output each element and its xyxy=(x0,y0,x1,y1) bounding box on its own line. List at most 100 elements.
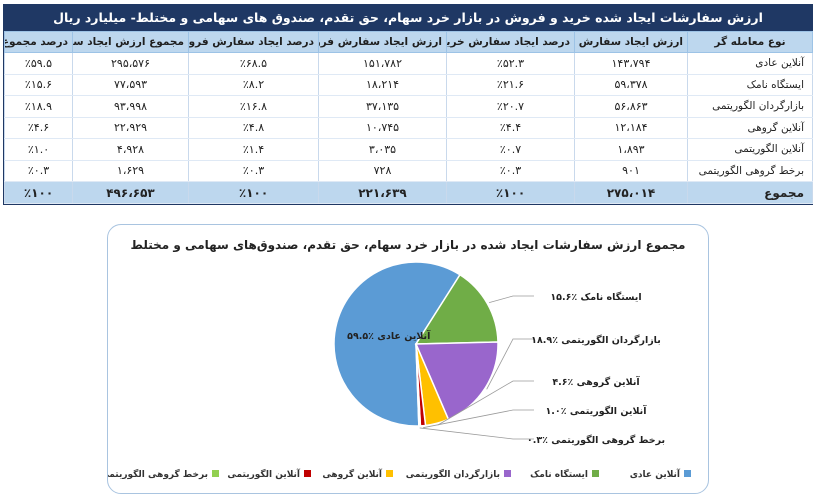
cell-total-percent: ٪۱۵.۶ xyxy=(4,74,73,96)
cell-trader-type: آنلاین الگوریتمی xyxy=(687,138,813,161)
header-trader-type: نوع معامله گر xyxy=(687,31,813,53)
legend-swatch xyxy=(212,470,219,477)
table-row: آنلاین گروهی ۱۲،۱۸۴ ٪۴.۴ ۱۰،۷۴۵ ٪۴.۸ ۲۲،… xyxy=(4,117,813,139)
legend-label: آنلاین الگوریتمی xyxy=(227,468,301,480)
slice-label-online-group: آنلاین گروهی ٪۴.۶ xyxy=(552,375,640,388)
cell-total-value: ۱،۶۲۹ xyxy=(72,160,189,182)
cell-total-value: ۹۳،۹۹۸ xyxy=(72,95,189,118)
header-buy-percent: درصد ایجاد سفارش خرید xyxy=(446,31,575,53)
cell-buy-percent: ٪۵۲.۳ xyxy=(446,52,575,75)
slice-label-namak-station: ایستگاه نامک ٪۱۵.۶ xyxy=(550,291,641,303)
legend-label: بازارگردان الگوریتمی xyxy=(406,468,500,480)
orders-table-container: ارزش سفارشات ایجاد شده خرید و فروش در با… xyxy=(3,4,813,205)
cell-trader-type: بازارگردان الگوریتمی xyxy=(687,95,813,118)
cell-buy-value: ۱۲،۱۸۴ xyxy=(574,117,688,139)
cell-total-value: ۴،۹۲۸ xyxy=(72,138,189,161)
pie-slice-algorithmic-market-maker xyxy=(414,341,499,421)
cell-sell-percent: ٪۴.۸ xyxy=(188,117,319,139)
legend-swatch xyxy=(504,470,511,477)
cell-buy-percent: ٪۰.۷ xyxy=(446,138,575,161)
slice-label-online-algorithmic: آنلاین الگوریتمی ٪۱.۰ xyxy=(546,404,648,417)
table-header-row: نوع معامله گر ارزش ایجاد سفارش خرید درصد… xyxy=(4,31,813,53)
cell-trader-type: ایستگاه نامک xyxy=(687,74,813,96)
legend-swatch xyxy=(386,470,393,477)
cell-sell-value: ۷۲۸ xyxy=(318,160,447,182)
table-row: ایستگاه نامک ۵۹،۳۷۸ ٪۲۱.۶ ۱۸،۲۱۴ ٪۸.۲ ۷۷… xyxy=(4,74,813,96)
cell-total-percent: ٪۱۸.۹ xyxy=(4,95,73,118)
cell-buy-percent: ٪۲۱.۶ xyxy=(446,74,575,96)
cell-sell-percent: ٪۱.۴ xyxy=(188,138,319,161)
legend-label: برخط گروهی الگوریتمی xyxy=(108,468,208,480)
header-sell-percent: درصد ایجاد سفارش فروش xyxy=(188,31,319,53)
table-row: آنلاین الگوریتمی ۱،۸۹۳ ٪۰.۷ ۳،۰۳۵ ٪۱.۴ ۴… xyxy=(4,138,813,161)
cell-total-label: مجموع xyxy=(687,181,813,204)
pie-chart: مجموع ارزش سفارشات ایجاد شده در بازار خر… xyxy=(108,238,691,480)
cell-trader-type: آنلاین گروهی xyxy=(687,117,813,139)
cell-sell-value: ۳،۰۳۵ xyxy=(318,138,447,161)
legend-label: آنلاین عادی xyxy=(630,468,681,480)
pie-slice-online-group-algorithmic xyxy=(415,343,422,427)
cell-sell-percent: ٪۱۶.۸ xyxy=(188,95,319,118)
cell-sell-value: ۱۵۱،۷۸۲ xyxy=(318,52,447,75)
cell-total-sell-value: ۲۲۱،۶۳۹ xyxy=(318,181,447,204)
cell-total-percent: ٪۴.۶ xyxy=(4,117,73,139)
cell-sell-value: ۱۸،۲۱۴ xyxy=(318,74,447,96)
cell-buy-value: ۵۹،۳۷۸ xyxy=(574,74,688,96)
cell-buy-percent: ٪۰.۳ xyxy=(446,160,575,182)
cell-total-buy-percent: ٪۱۰۰ xyxy=(446,181,575,204)
cell-total-value: ۲۹۵،۵۷۶ xyxy=(72,52,189,75)
legend-swatch xyxy=(592,470,599,477)
cell-sell-percent: ٪۶۸.۵ xyxy=(188,52,319,75)
cell-total-value: ۲۲،۹۲۹ xyxy=(72,117,189,139)
pie-slice-namak-station xyxy=(414,273,499,345)
cell-buy-value: ۵۶،۸۶۳ xyxy=(574,95,688,118)
cell-total-percent: ٪۵۹.۵ xyxy=(4,52,73,75)
cell-buy-value: ۹۰۱ xyxy=(574,160,688,182)
cell-sell-value: ۳۷،۱۳۵ xyxy=(318,95,447,118)
legend-swatch xyxy=(304,470,311,477)
legend-label: ایستگاه نامک xyxy=(530,468,588,480)
table-row: برخط گروهی الگوریتمی ۹۰۱ ٪۰.۳ ۷۲۸ ٪۰.۳ ۱… xyxy=(4,160,813,182)
cell-buy-value: ۱،۸۹۳ xyxy=(574,138,688,161)
table-row: آنلاین عادی ۱۴۳،۷۹۴ ٪۵۲.۳ ۱۵۱،۷۸۲ ٪۶۸.۵ … xyxy=(4,52,813,75)
legend-item-online-algorithmic: آنلاین الگوریتمی xyxy=(227,468,311,480)
leader-line-online-group xyxy=(437,380,534,426)
cell-trader-type: برخط گروهی الگوریتمی xyxy=(687,160,813,182)
slice-label-online-group-algorithmic: برخط گروهی الگوریتمی ٪۰.۳ xyxy=(527,434,665,446)
cell-grand-total-percent: ٪۱۰۰ xyxy=(4,181,73,204)
header-total-percent: درصد مجموع xyxy=(4,31,73,53)
legend-item-namak-station: ایستگاه نامک xyxy=(530,468,599,480)
table-row: بازارگردان الگوریتمی ۵۶،۸۶۳ ٪۲۰.۷ ۳۷،۱۳۵… xyxy=(4,95,813,118)
table-total-row: مجموع ۲۷۵،۰۱۴ ٪۱۰۰ ۲۲۱،۶۳۹ ٪۱۰۰ ۴۹۶،۶۵۳ … xyxy=(4,181,813,204)
legend-item-online-group: آنلاین گروهی xyxy=(322,468,393,480)
cell-buy-percent: ٪۲۰.۷ xyxy=(446,95,575,118)
cell-total-percent: ٪۱.۰ xyxy=(4,138,73,161)
legend-item-online-group-algorithmic: برخط گروهی الگوریتمی xyxy=(108,468,219,480)
cell-grand-total-value: ۴۹۶،۶۵۳ xyxy=(72,181,189,204)
header-sell-value: ارزش ایجاد سفارش فروش xyxy=(318,31,447,53)
chart-title: مجموع ارزش سفارشات ایجاد شده در بازار خر… xyxy=(131,238,686,253)
cell-trader-type: آنلاین عادی xyxy=(687,52,813,75)
cell-buy-value: ۱۴۳،۷۹۴ xyxy=(574,52,688,75)
leader-line-online-group-algorithmic xyxy=(419,427,534,440)
leader-line-algorithmic-market-maker xyxy=(486,338,534,390)
slice-label-algorithmic-market-maker: بازارگردان الگوریتمی ٪۱۸.۹ xyxy=(531,334,661,346)
cell-total-value: ۷۷،۵۹۳ xyxy=(72,74,189,96)
legend-label: آنلاین گروهی xyxy=(322,468,383,480)
table-title: ارزش سفارشات ایجاد شده خرید و فروش در با… xyxy=(4,5,812,31)
leader-line-namak-station xyxy=(489,295,534,304)
legend-swatch xyxy=(684,470,691,477)
slice-label-online-regular: آنلاین عادی ٪۵۹.۵ xyxy=(347,329,431,342)
cell-buy-percent: ٪۴.۴ xyxy=(446,117,575,139)
leader-line-online-algorithmic xyxy=(423,409,534,429)
legend-item-online-regular: آنلاین عادی xyxy=(630,468,691,480)
orders-table: نوع معامله گر ارزش ایجاد سفارش خرید درصد… xyxy=(4,31,813,204)
header-total-value: مجموع ارزش ایجاد سفارش xyxy=(72,31,189,53)
cell-total-buy-value: ۲۷۵،۰۱۴ xyxy=(574,181,688,204)
cell-total-sell-percent: ٪۱۰۰ xyxy=(188,181,319,204)
cell-total-percent: ٪۰.۳ xyxy=(4,160,73,182)
cell-sell-value: ۱۰،۷۴۵ xyxy=(318,117,447,139)
pie-chart-panel: مجموع ارزش سفارشات ایجاد شده در بازار خر… xyxy=(107,224,709,494)
header-buy-value: ارزش ایجاد سفارش خرید xyxy=(574,31,688,53)
pie-slice-online-regular xyxy=(333,261,461,427)
